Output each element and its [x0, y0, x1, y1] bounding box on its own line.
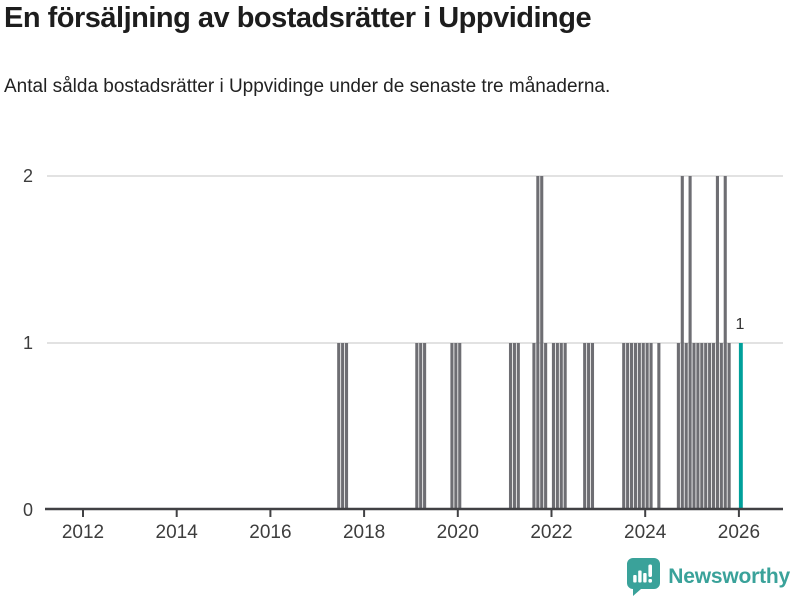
bar-2021-08 [532, 343, 536, 510]
bar-2024-04 [657, 343, 661, 510]
x-tick-label-2012: 2012 [62, 522, 104, 543]
bar-2019-04 [423, 343, 427, 510]
bar-2024-09 [676, 343, 680, 510]
y-tick-label-0: 0 [23, 500, 33, 520]
bar-2022-01 [551, 343, 555, 510]
bar-2022-02 [555, 343, 559, 510]
bar-2025-01 [692, 343, 696, 510]
bar-2022-11 [590, 343, 595, 510]
y-tick-label-1: 1 [23, 333, 33, 353]
bar-2021-02 [508, 343, 513, 510]
bar-highlight-2026-01 [738, 343, 743, 510]
bar-2024-10 [680, 176, 684, 510]
bar-2024-02 [649, 343, 653, 510]
bar-2025-05 [708, 343, 712, 510]
bar-2023-12 [641, 343, 645, 510]
bar-2025-08 [719, 343, 723, 510]
bar-2021-09 [536, 176, 540, 510]
bar-2024-01 [645, 343, 649, 510]
x-tick-label-2016: 2016 [249, 522, 291, 543]
chart-subtitle: Antal sålda bostadsrätter i Uppvidinge u… [4, 76, 611, 97]
bar-2022-09 [583, 343, 587, 510]
bar-2023-09 [629, 343, 634, 510]
newsworthy-logo-icon [627, 558, 661, 596]
bar-2022-10 [587, 343, 591, 510]
bar-2025-10 [727, 343, 731, 510]
bar-2025-02 [696, 343, 700, 510]
bar-2022-04 [563, 343, 567, 510]
x-tick-label-2024: 2024 [624, 522, 667, 543]
y-tick-label-2: 2 [23, 166, 33, 186]
bar-2023-10 [633, 343, 637, 510]
bar-2019-02 [415, 343, 419, 510]
bar-2020-01 [458, 343, 462, 510]
bar-2022-03 [559, 343, 563, 510]
x-tick-label-2018: 2018 [343, 522, 385, 543]
bar-2017-08 [344, 343, 349, 510]
bar-2021-11 [544, 343, 548, 510]
bar-2019-11 [450, 343, 454, 510]
bar-2017-07 [341, 343, 345, 510]
bar-2025-09 [723, 176, 727, 510]
brand-name: Newsworthy [668, 564, 790, 588]
highlight-value-label: 1 [735, 316, 744, 333]
bar-2024-12 [688, 176, 692, 510]
bar-2023-07 [622, 343, 626, 510]
x-tick-label-2022: 2022 [530, 522, 572, 543]
bar-2025-04 [704, 343, 708, 510]
bar-2019-12 [454, 343, 458, 510]
x-tick-label-2026: 2026 [718, 522, 760, 543]
bar-2025-03 [700, 343, 704, 510]
brand-footer: Newsworthy [626, 557, 790, 596]
bar-2025-06 [711, 343, 716, 510]
bar-2019-03 [419, 343, 423, 510]
x-tick-label-2014: 2014 [156, 522, 199, 543]
bar-2021-10 [540, 176, 544, 510]
bar-2024-11 [684, 343, 688, 510]
bar-2023-08 [626, 343, 630, 510]
bar-2021-03 [512, 343, 516, 510]
bar-2017-06 [337, 343, 341, 510]
bar-2025-07 [715, 176, 719, 510]
bar-chart: 1 2012 2014 2016 2018 2020 2022 2024 2026 0 1 2 [23, 166, 783, 543]
x-tick-label-2020: 2020 [437, 522, 479, 543]
chart-title: En försäljning av bostadsrätter i Uppvid… [4, 2, 592, 34]
bar-2021-04 [516, 343, 520, 510]
bar-2023-11 [637, 343, 641, 510]
